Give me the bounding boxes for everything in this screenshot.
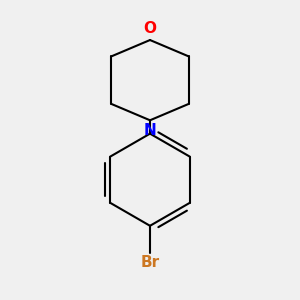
Text: O: O <box>143 22 157 37</box>
Text: N: N <box>144 123 156 138</box>
Text: Br: Br <box>140 255 160 270</box>
